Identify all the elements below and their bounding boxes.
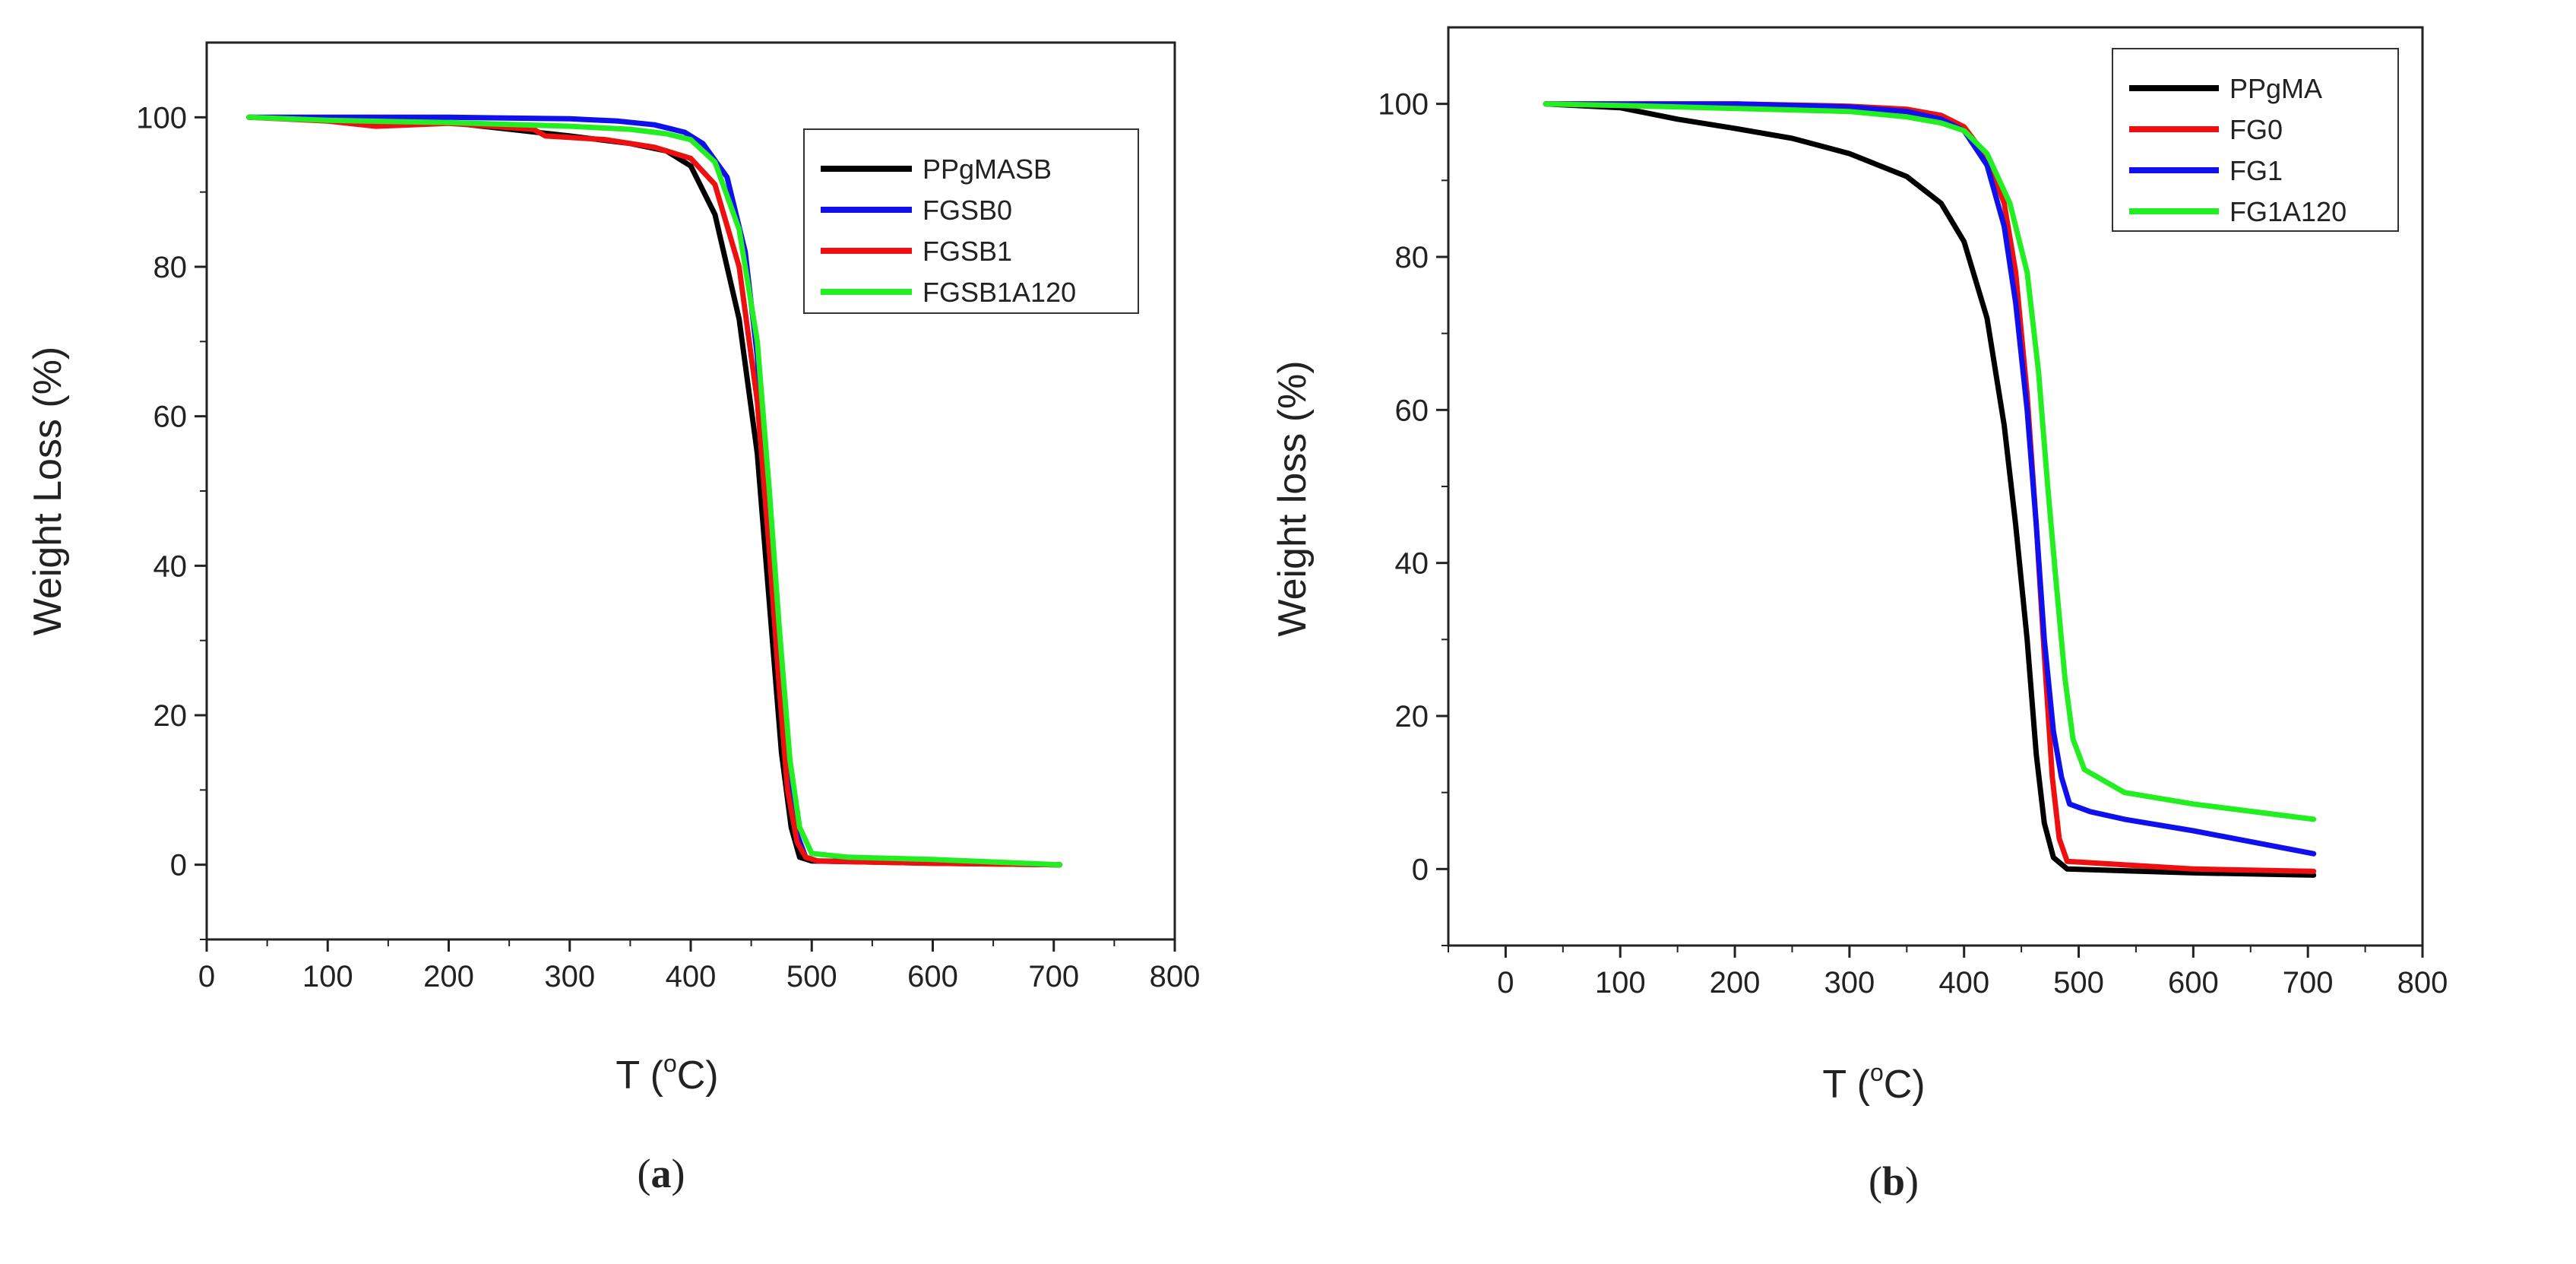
x-tick-label-a-200: 200 xyxy=(423,960,474,993)
curves-b xyxy=(1543,101,2317,878)
legend-label-a-FGSB1A120: FGSB1A120 xyxy=(922,277,1076,308)
x-tick-label-a-0: 0 xyxy=(198,960,215,993)
x-axis-label-b-prefix: T ( xyxy=(1822,1063,1870,1107)
panel-a: 0 100 200 300 400 500 600 700 800 0 20 40 60 80 100 PP… xyxy=(26,41,1200,1196)
x-tick-label-b-500: 500 xyxy=(2053,966,2104,999)
legend-a: PPgMASB FGSB0 FGSB1 FGSB1A120 xyxy=(803,128,1139,314)
x-tick-label-b-800: 800 xyxy=(2397,966,2448,999)
y-axis-label-b: Weight loss (%) xyxy=(1271,360,1315,636)
y-tick-label-a-80: 80 xyxy=(153,251,188,284)
y-tick-label-b-40: 40 xyxy=(1395,547,1429,581)
x-tick-label-a-600: 600 xyxy=(907,960,958,993)
axes-a: 0 100 200 300 400 500 600 700 800 0 20 40 60 80 100 xyxy=(136,101,1200,993)
series-line-b-FG1 xyxy=(1543,101,2317,857)
series-line-b-FG1A120 xyxy=(1543,101,2317,822)
x-axis-label-a-prefix: T ( xyxy=(616,1053,663,1098)
x-tick-label-a-400: 400 xyxy=(666,960,717,993)
x-axis-label-b-sup: o xyxy=(1870,1059,1884,1086)
panel-b: 0 100 200 300 400 500 600 700 800 0 20 40 60 80 100 PP… xyxy=(1271,26,2448,1204)
y-tick-label-a-100: 100 xyxy=(136,101,187,135)
x-tick-label-a-300: 300 xyxy=(544,960,595,993)
legend-label-b-FG1: FG1 xyxy=(2229,155,2283,186)
x-tick-label-b-600: 600 xyxy=(2168,966,2219,999)
legend-box-b xyxy=(2112,48,2399,232)
x-tick-label-b-0: 0 xyxy=(1497,966,1514,999)
legend-label-b-PPgMA: PPgMA xyxy=(2229,73,2322,104)
y-tick-label-a-60: 60 xyxy=(153,401,188,434)
y-tick-label-b-60: 60 xyxy=(1395,394,1429,427)
axes-b: 0 100 200 300 400 500 600 700 800 0 20 40 60 80 100 xyxy=(1378,88,2448,999)
legend-label-a-PPgMASB: PPgMASB xyxy=(922,154,1052,185)
legend-label-b-FG1A120: FG1A120 xyxy=(2229,196,2347,227)
panel-label-b: (b) xyxy=(1869,1158,1919,1204)
x-axis-label-b: T (oC) xyxy=(1822,1059,1925,1107)
y-tick-label-a-40: 40 xyxy=(153,550,188,583)
x-axis-label-a-suffix: C) xyxy=(677,1053,719,1098)
legend-b: PPgMA FG0 FG1 FG1A120 xyxy=(2112,48,2399,232)
legend-box-a xyxy=(803,128,1139,314)
x-tick-label-b-400: 400 xyxy=(1938,966,1989,999)
x-tick-label-b-700: 700 xyxy=(2283,966,2334,999)
legend-label-b-FG0: FG0 xyxy=(2229,114,2283,145)
y-tick-label-b-80: 80 xyxy=(1395,241,1429,274)
x-axis-label-b-suffix: C) xyxy=(1884,1063,1926,1107)
x-axis-label-a-sup: o xyxy=(663,1050,677,1077)
y-axis-label-a: Weight Loss (%) xyxy=(26,347,70,636)
x-axis-label-a: T (oC) xyxy=(616,1050,718,1098)
x-tick-label-b-300: 300 xyxy=(1824,966,1875,999)
panel-label-a: (a) xyxy=(638,1151,685,1196)
legend-label-a-FGSB1: FGSB1 xyxy=(922,236,1012,267)
x-tick-label-a-500: 500 xyxy=(786,960,837,993)
curves-a xyxy=(246,114,1063,868)
y-tick-label-b-20: 20 xyxy=(1395,700,1429,733)
x-tick-label-b-100: 100 xyxy=(1595,966,1646,999)
legend-label-a-FGSB0: FGSB0 xyxy=(922,195,1012,226)
x-tick-label-a-100: 100 xyxy=(302,960,353,993)
x-tick-label-b-200: 200 xyxy=(1710,966,1761,999)
y-tick-label-b-100: 100 xyxy=(1378,88,1429,122)
x-tick-label-a-700: 700 xyxy=(1028,960,1079,993)
series-line-a-FGSB1A120 xyxy=(246,114,1063,868)
series-line-b-PPgMA xyxy=(1543,101,2317,878)
y-tick-label-a-20: 20 xyxy=(153,699,188,733)
y-tick-label-b-0: 0 xyxy=(1412,853,1429,886)
x-tick-label-a-800: 800 xyxy=(1150,960,1201,993)
y-tick-label-a-0: 0 xyxy=(170,849,187,882)
